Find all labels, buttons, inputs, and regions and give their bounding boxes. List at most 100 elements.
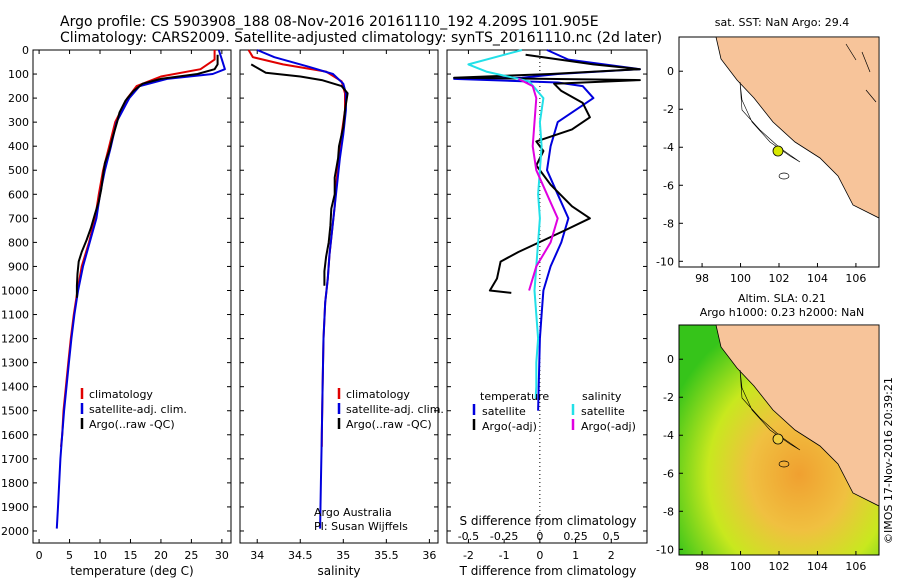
depth-axis: 0 100 200 300 400 500 600 700 800 900 1000 1100 1200… [1, 44, 231, 538]
difference-depth-ticks [447, 49, 647, 532]
x-tick-label: 20 [154, 549, 168, 562]
argo-float-marker-sla [772, 433, 784, 445]
annotation-argo-australia: Argo Australia [314, 506, 392, 519]
y-tick-label: 1400 [1, 381, 29, 394]
x-tick-label: 10 [93, 549, 107, 562]
header-line1: Argo profile: CS 5903908_188 08-Nov-2016… [60, 14, 599, 30]
series-line-2 [250, 63, 349, 286]
map-y-tick-label: -2 [663, 103, 674, 116]
x-tick-label: 0 [36, 549, 43, 562]
sla-map-axes: 98 100 102 104 106 0 -2 -4 -6 -8 -10 [656, 353, 866, 573]
map-y-tick-label: -10 [656, 255, 674, 268]
y-tick-label: 0 [22, 44, 29, 57]
temperature-panel: 0100200300400500600700800900100011001200… [1, 44, 232, 578]
x-tick-label: 1 [572, 549, 579, 562]
y-tick-label: 1600 [1, 429, 29, 442]
mentawai-islands-sla [739, 369, 801, 451]
y-tick-label: 1100 [1, 309, 29, 322]
sla-map: Altim. SLA: 0.21 Argo h1000: 0.23 h2000:… [656, 292, 880, 573]
salinity-panel: 34 34.5 35 35.5 36 salinity climatology satel… [239, 49, 444, 578]
map-y-tick-label: 0 [667, 65, 674, 78]
map-y-tick-label: -4 [663, 429, 674, 442]
legend-label: climatology [89, 388, 153, 401]
legend-label: Argo(..raw -QC) [89, 418, 175, 431]
y-tick-label: 500 [8, 164, 29, 177]
map-x-tick-label: 102 [769, 560, 790, 573]
x-tick-label: -2 [463, 549, 474, 562]
legend-salinity-title: salinity [582, 390, 622, 403]
x-tick-label: 5 [66, 549, 73, 562]
y-tick-label: 800 [8, 236, 29, 249]
temperature-xlabel: temperature (deg C) [70, 564, 193, 578]
map-y-tick-label: -8 [663, 505, 674, 518]
s-tick-label: 0.5 [603, 530, 621, 543]
y-tick-label: 1000 [1, 284, 29, 297]
y-tick-label: 1500 [1, 405, 29, 418]
x-tick-label: 0 [536, 549, 543, 562]
temperature-legend: climatology satellite-adj. clim. Argo(..ra… [80, 388, 187, 431]
s-tick-label: 0.25 [563, 530, 588, 543]
map-y-tick-label: 0 [667, 353, 674, 366]
sst-map-title: sat. SST: NaN Argo: 29.4 [715, 16, 849, 29]
map-x-tick-label: 98 [695, 560, 709, 573]
map-y-tick-label: -2 [663, 391, 674, 404]
temperature-frame [32, 49, 232, 544]
y-tick-label: 200 [8, 92, 29, 105]
x-tick-label: -1 [499, 549, 510, 562]
mentawai-islands [739, 81, 801, 163]
x-tick-label: 34 [250, 549, 264, 562]
legend-t-argo-label: Argo(-adj) [482, 420, 537, 433]
y-tick-label: 700 [8, 212, 29, 225]
y-tick-label: 1800 [1, 477, 29, 490]
map-x-tick-label: 100 [730, 272, 751, 285]
y-tick-label: 1900 [1, 501, 29, 514]
sst-map: sat. SST: NaN Argo: 29.4 98 100 102 104 106 0… [656, 16, 880, 285]
map-x-tick-label: 100 [730, 560, 751, 573]
x-tick-label: 15 [123, 549, 137, 562]
map-y-tick-label: -10 [656, 543, 674, 556]
legend-s-argo-label: Argo(-adj) [581, 420, 636, 433]
y-tick-label: 600 [8, 188, 29, 201]
map-y-tick-label: -8 [663, 217, 674, 230]
header-line2: Climatology: CARS2009. Satellite-adjuste… [60, 30, 662, 46]
imos-credit: ©IMOS 17-Nov-2016 20:39:21 [882, 377, 895, 544]
sst-map-axes: 98 100 102 104 106 0 -2 -4 -6 -8 -10 [656, 65, 866, 285]
map-x-tick-label: 106 [845, 560, 866, 573]
legend-label: climatology [346, 388, 410, 401]
map-y-tick-label: -6 [663, 179, 674, 192]
s-tick-label: -0.5 [458, 530, 479, 543]
difference-x-axis: -2 -1 0 1 2 -0.5 -0.25 0 0.25 0.5 [458, 50, 620, 562]
legend-s-satellite-label: satellite [581, 405, 625, 418]
x-tick-label: 2 [608, 549, 615, 562]
x-tick-label: 36 [422, 549, 436, 562]
legend-label: Argo(..raw -QC) [346, 418, 432, 431]
difference-legend: temperature salinity satellite Argo(-adj… [472, 390, 636, 433]
map-x-tick-label: 104 [807, 560, 828, 573]
x-tick-label: 30 [215, 549, 229, 562]
salinity-x-axis: 34 34.5 35 35.5 36 [250, 50, 436, 562]
difference-lines [453, 49, 641, 411]
map-x-tick-label: 104 [807, 272, 828, 285]
sla-map-title1: Altim. SLA: 0.21 [738, 292, 826, 305]
argo-float-marker [772, 145, 784, 157]
difference-panel: -2 -1 0 1 2 -0.5 -0.25 0 0.25 0.5 S difference fr… [446, 49, 648, 578]
y-tick-label: 2000 [1, 525, 29, 538]
x-tick-label: 35.5 [374, 549, 399, 562]
legend-temperature-title: temperature [480, 390, 549, 403]
x-tick-label: 25 [184, 549, 198, 562]
temperature-x-axis: 0 5 10 15 20 25 30 [36, 50, 229, 562]
series-line-2 [75, 54, 219, 298]
sumatra-land-sla [715, 325, 879, 507]
series-line-1 [256, 49, 347, 529]
small-islands [845, 43, 877, 103]
s-tick-label: -0.25 [490, 530, 518, 543]
map-y-tick-label: -4 [663, 141, 674, 154]
salinity-legend: climatology satellite-adj. clim. Argo(..ra… [337, 388, 444, 431]
map-x-tick-label: 98 [695, 272, 709, 285]
s-difference-xlabel: S difference from climatology [460, 514, 637, 528]
map-x-tick-label: 106 [845, 272, 866, 285]
salinity-xlabel: salinity [317, 564, 360, 578]
legend-t-satellite-label: satellite [482, 405, 526, 418]
sumatra-land [715, 37, 879, 219]
